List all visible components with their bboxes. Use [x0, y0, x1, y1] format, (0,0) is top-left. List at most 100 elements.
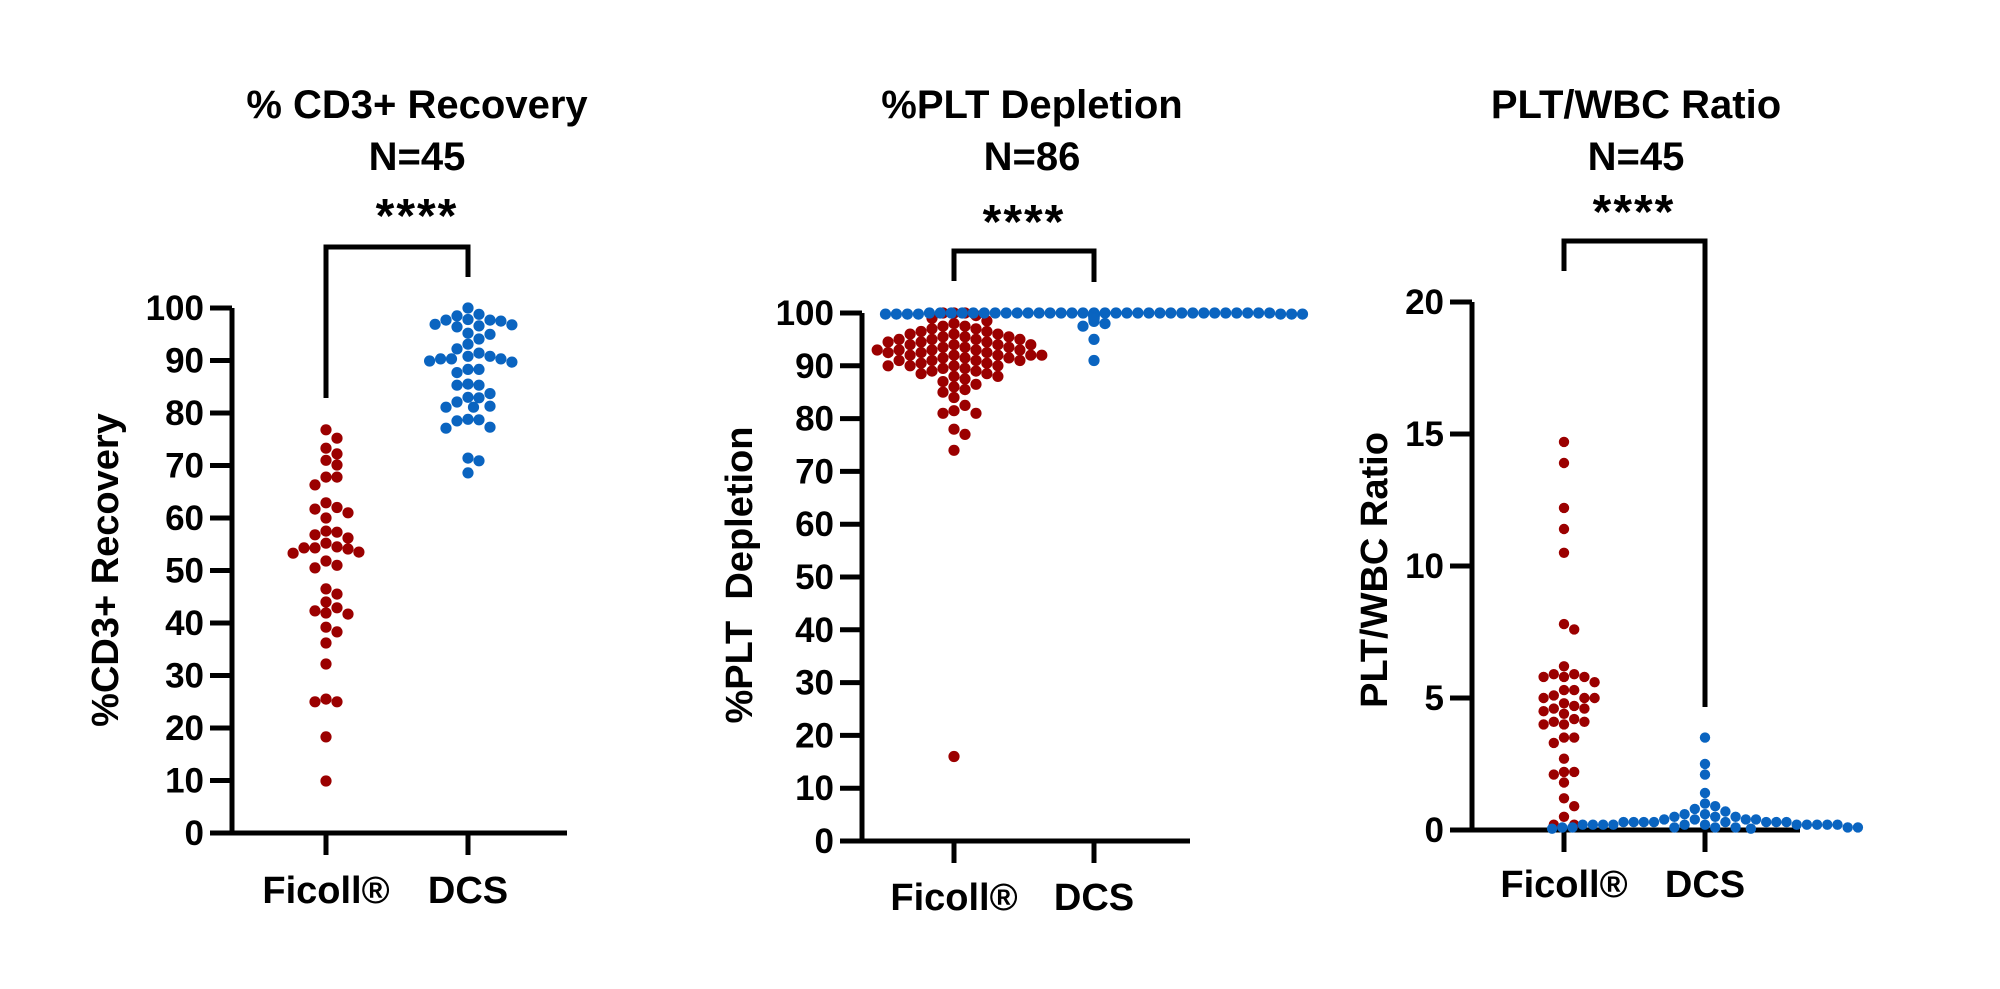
data-point-ficoll: [915, 357, 927, 369]
data-point-ficoll: [959, 428, 971, 440]
data-point-ficoll: [1579, 716, 1590, 727]
data-point-ficoll: [342, 532, 354, 544]
data-point-ficoll: [1589, 692, 1600, 704]
data-point-ficoll: [1569, 766, 1580, 778]
data-point-ficoll: [1548, 703, 1560, 714]
data-point-dcs: [1689, 803, 1701, 815]
data-point-ficoll: [1558, 502, 1570, 514]
data-point-ficoll: [970, 378, 982, 390]
x-tick-label-ficoll: Ficoll®: [1500, 864, 1627, 906]
data-point-dcs: [1099, 307, 1111, 319]
data-point-dcs: [1699, 732, 1711, 743]
data-point-dcs: [473, 455, 485, 467]
data-point-ficoll: [1558, 777, 1570, 788]
data-point-ficoll: [937, 320, 949, 332]
y-tick-label: 80: [165, 394, 204, 433]
data-point-dcs: [1699, 819, 1711, 830]
data-point-ficoll: [1558, 811, 1570, 822]
data-point-dcs: [451, 343, 463, 355]
data-point-dcs: [1648, 816, 1660, 828]
data-point-dcs: [1011, 307, 1023, 319]
data-point-dcs: [484, 400, 496, 412]
data-point-ficoll: [992, 360, 1004, 372]
data-point-ficoll: [904, 360, 916, 372]
data-point-ficoll: [948, 444, 960, 456]
data-point-dcs: [429, 318, 441, 330]
data-point-dcs: [424, 355, 436, 367]
data-point-dcs: [484, 314, 496, 326]
data-point-dcs: [934, 307, 946, 319]
data-point-dcs: [945, 307, 957, 319]
data-point-dcs: [1710, 822, 1721, 833]
data-point-ficoll: [948, 423, 960, 435]
chart-plt-depletion: %PLT Depletion N=86 **** %PLT Depletion …: [719, 83, 1309, 919]
data-point-ficoll: [331, 602, 343, 614]
data-point-dcs: [1822, 819, 1833, 830]
data-point-dcs: [1044, 307, 1056, 319]
data-point-ficoll: [981, 368, 993, 380]
data-point-dcs: [1710, 811, 1721, 822]
y-tick-label: 0: [1425, 811, 1444, 850]
data-point-dcs: [1077, 307, 1089, 319]
chart-plt-wbc-ratio: PLT/WBC Ratio N=45 **** PLT/WBC Ratio Fi…: [1354, 83, 1864, 906]
data-point-ficoll: [309, 503, 321, 515]
y-tick-label: 70: [165, 447, 204, 486]
chart-subtitle: N=86: [984, 135, 1081, 179]
y-axis-label: PLT/WBC Ratio: [1354, 432, 1396, 708]
data-point-dcs: [1745, 823, 1757, 834]
data-point-ficoll: [981, 336, 993, 348]
data-point-ficoll: [937, 376, 949, 388]
data-point-ficoll: [871, 344, 883, 356]
significance-label: ****: [983, 196, 1066, 249]
data-point-dcs: [912, 308, 925, 320]
data-point-dcs: [1220, 307, 1232, 319]
data-point-ficoll: [1548, 690, 1560, 701]
data-point-dcs: [462, 302, 474, 314]
data-point-dcs: [1608, 819, 1619, 830]
data-point-dcs: [506, 356, 518, 368]
data-point-ficoll: [1558, 523, 1570, 535]
data-point-dcs: [495, 353, 507, 365]
data-point-dcs: [440, 422, 452, 434]
data-point-dcs: [473, 379, 485, 391]
data-point-dcs: [1055, 307, 1067, 319]
data-point-ficoll: [331, 459, 343, 471]
data-point-ficoll: [320, 497, 332, 509]
data-point-dcs: [1557, 822, 1568, 833]
data-point-dcs: [1088, 333, 1100, 345]
data-point-ficoll: [320, 731, 332, 743]
data-point-ficoll: [331, 626, 343, 638]
data-point-dcs: [1689, 814, 1701, 825]
data-point-dcs: [1679, 819, 1690, 830]
data-point-ficoll: [1538, 719, 1549, 730]
data-point-dcs: [451, 396, 463, 408]
y-tick-label: 0: [815, 822, 834, 861]
data-point-ficoll: [992, 349, 1004, 361]
data-point-ficoll: [948, 750, 960, 763]
data-point-ficoll: [959, 362, 971, 374]
y-tick-label: 60: [795, 505, 834, 544]
data-point-ficoll: [331, 559, 343, 571]
data-point-dcs: [1832, 819, 1843, 830]
chart-title: PLT/WBC Ratio: [1491, 83, 1781, 127]
data-point-dcs: [978, 307, 990, 319]
data-point-ficoll: [959, 399, 971, 411]
data-point-dcs: [1811, 819, 1823, 830]
data-point-dcs: [1710, 801, 1721, 812]
y-tick-label: 20: [165, 709, 204, 748]
data-point-ficoll: [1003, 331, 1015, 343]
data-point-dcs: [1264, 307, 1276, 319]
data-point-ficoll: [1589, 677, 1600, 688]
data-point-ficoll: [959, 352, 971, 364]
data-point-ficoll: [331, 471, 343, 483]
data-point-dcs: [1628, 816, 1639, 828]
data-point-dcs: [1699, 758, 1711, 770]
y-tick-label: 40: [795, 611, 834, 650]
data-point-dcs: [1699, 787, 1711, 799]
data-point-dcs: [1659, 814, 1670, 825]
data-point-dcs: [1771, 816, 1782, 828]
data-point-ficoll: [1579, 671, 1590, 683]
data-point-dcs: [1699, 798, 1711, 809]
data-point-ficoll: [1558, 708, 1570, 719]
